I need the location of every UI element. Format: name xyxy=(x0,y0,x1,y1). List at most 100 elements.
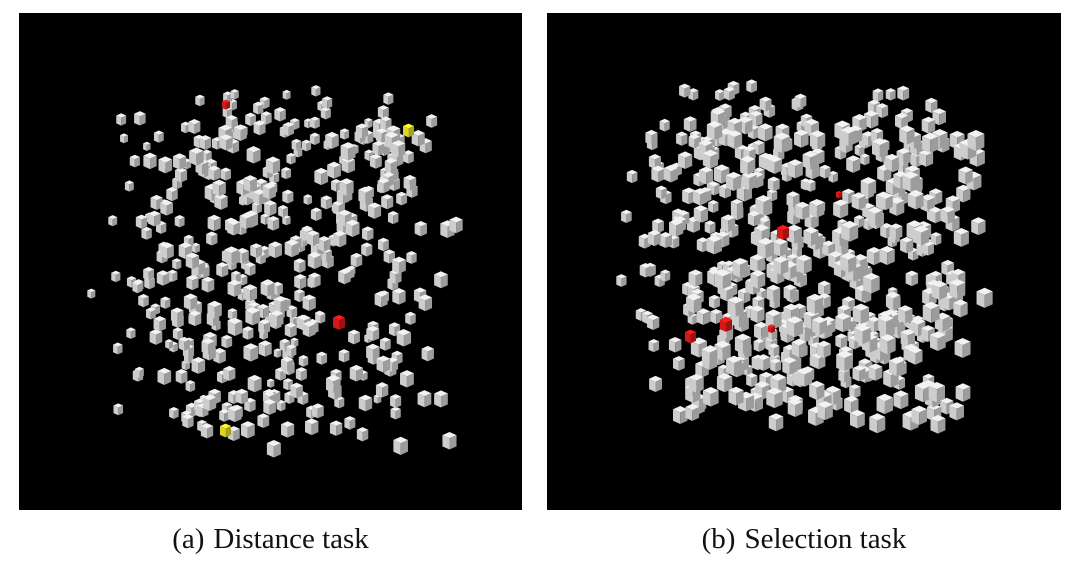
cube xyxy=(344,416,356,430)
cube xyxy=(669,219,684,237)
cube xyxy=(207,214,221,232)
cube xyxy=(928,381,945,403)
cube xyxy=(338,268,351,285)
cube xyxy=(889,357,905,377)
cube xyxy=(281,421,295,438)
cube xyxy=(290,382,303,399)
cube xyxy=(304,418,319,436)
cube xyxy=(885,88,896,101)
cube xyxy=(375,382,389,398)
cube xyxy=(282,122,295,137)
cube xyxy=(219,409,230,422)
cube xyxy=(730,198,743,214)
cube xyxy=(884,153,899,172)
cube xyxy=(234,124,247,141)
cube xyxy=(286,152,296,165)
cube xyxy=(899,125,915,145)
cube xyxy=(768,343,780,357)
cube xyxy=(392,256,406,274)
cube xyxy=(842,188,855,204)
cube xyxy=(253,101,264,115)
cube xyxy=(621,209,632,224)
cube xyxy=(655,185,667,200)
cube xyxy=(860,153,870,166)
cube xyxy=(747,210,761,227)
cube xyxy=(376,355,391,373)
cube xyxy=(113,403,124,416)
cube xyxy=(418,294,433,312)
cube xyxy=(833,199,849,219)
cube xyxy=(721,214,736,233)
cube xyxy=(267,216,280,231)
cube xyxy=(243,175,257,193)
cube xyxy=(794,129,809,148)
cube xyxy=(201,338,215,355)
cube xyxy=(367,326,380,342)
cube xyxy=(181,359,190,371)
cube xyxy=(244,397,256,413)
cube xyxy=(158,156,173,174)
cube xyxy=(894,112,908,129)
cube xyxy=(316,351,328,365)
cube xyxy=(108,215,118,227)
cube xyxy=(281,356,294,372)
cube xyxy=(850,409,865,429)
cube xyxy=(796,367,813,387)
cube xyxy=(111,270,121,283)
cube xyxy=(803,226,819,246)
cube xyxy=(678,151,693,170)
cube xyxy=(971,217,986,236)
cube xyxy=(134,111,146,126)
cube xyxy=(165,339,173,349)
cube xyxy=(840,126,857,147)
cube xyxy=(334,395,345,409)
cube xyxy=(723,86,735,101)
cube xyxy=(309,132,320,146)
cube xyxy=(786,316,804,338)
cube xyxy=(819,164,831,179)
cube xyxy=(276,399,286,412)
cube xyxy=(191,356,206,374)
cube xyxy=(663,164,678,183)
cube xyxy=(396,328,411,347)
cube-scene-distance xyxy=(87,85,463,458)
cube xyxy=(303,194,313,205)
cube xyxy=(240,421,255,439)
cube xyxy=(900,328,915,347)
cube xyxy=(284,239,300,258)
cube xyxy=(113,342,123,355)
cube xyxy=(787,159,803,179)
red-cube xyxy=(333,314,345,330)
cube xyxy=(659,232,673,248)
cube xyxy=(345,219,360,238)
cube xyxy=(268,241,283,259)
cube xyxy=(338,349,350,363)
cube xyxy=(897,85,910,101)
cube xyxy=(220,167,232,181)
cube xyxy=(383,92,394,105)
cube xyxy=(245,307,260,326)
cube xyxy=(227,279,242,297)
caption-label: (a) xyxy=(172,523,205,555)
cube xyxy=(426,114,438,128)
cube xyxy=(389,269,402,285)
cube xyxy=(911,405,927,426)
cube xyxy=(406,250,417,264)
cube xyxy=(787,398,803,417)
panel-distance-task xyxy=(19,13,522,510)
cube xyxy=(265,156,281,175)
cube xyxy=(688,373,704,393)
cube xyxy=(773,238,788,257)
cube xyxy=(223,365,236,382)
cube xyxy=(230,89,239,100)
cube xyxy=(953,227,969,247)
cube xyxy=(725,171,742,191)
cube xyxy=(878,192,893,211)
cube xyxy=(320,195,332,210)
cube xyxy=(294,274,307,290)
cube xyxy=(876,103,889,119)
cube xyxy=(676,131,688,146)
cube xyxy=(270,310,284,327)
cube xyxy=(160,296,171,309)
caption-selection-task: (b) Selection task xyxy=(547,520,1061,558)
